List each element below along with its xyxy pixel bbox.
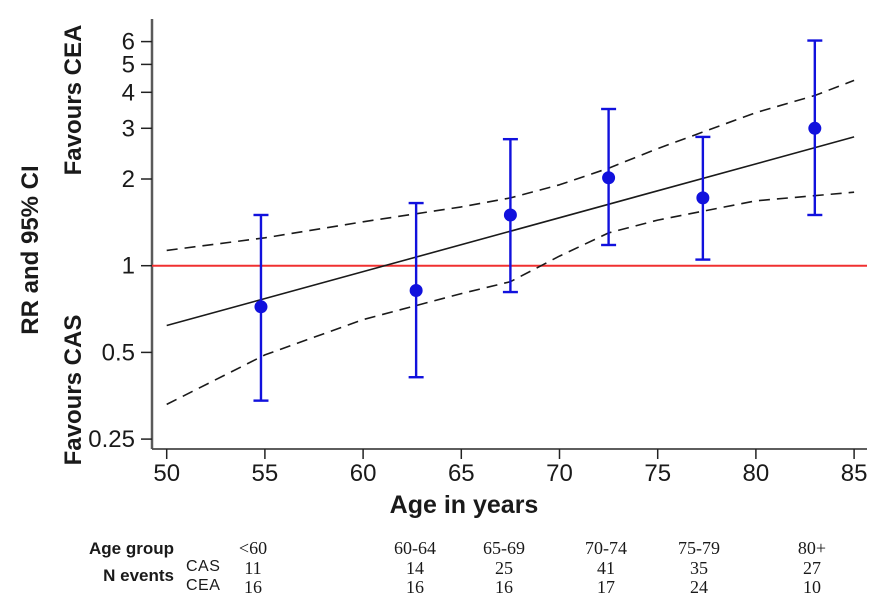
favours-cea-label: Favours CEA [60, 24, 87, 176]
data-point [409, 284, 423, 298]
age-group-cell: 65-69 [483, 538, 525, 558]
y-tick-label: 2 [122, 166, 135, 193]
cea-events-cell: 24 [690, 577, 708, 597]
cas-events-cell: 11 [244, 558, 262, 578]
age-group-cell: <60 [238, 538, 268, 558]
favours-cas-label: Favours CAS [60, 314, 87, 466]
cea-row-label: CEA [186, 577, 221, 594]
cas-events-cell: 41 [597, 558, 615, 578]
y-tick-label: 0.5 [102, 339, 135, 366]
x-tick-label: 60 [350, 460, 377, 487]
data-point [696, 191, 710, 205]
age-group-cell: 70-74 [585, 538, 627, 558]
x-tick-label: 50 [153, 460, 180, 487]
cea-events-cell: 17 [597, 577, 615, 597]
cea-events-cell: 16 [244, 577, 262, 597]
cea-events-cell: 16 [495, 577, 513, 597]
y-tick-label: 5 [122, 51, 135, 78]
data-point [254, 300, 268, 314]
cas-events-cell: 25 [495, 558, 513, 578]
data-point [602, 171, 616, 185]
x-tick-label: 85 [841, 460, 868, 487]
n-events-row-label: N events [103, 566, 174, 585]
age-group-cell: 80+ [797, 538, 827, 558]
age-group-cell: 75-79 [678, 538, 720, 558]
x-tick-label: 80 [743, 460, 770, 487]
ci-upper-dashed [166, 79, 855, 252]
x-tick-label: 65 [448, 460, 475, 487]
data-point [503, 208, 517, 222]
y-tick-label: 1 [122, 253, 135, 280]
data-point [808, 121, 822, 135]
x-axis-title: Age in years [389, 491, 539, 519]
age-group-row-label: Age group [89, 539, 174, 558]
cas-row-label: CAS [186, 558, 221, 575]
cas-events-cell: 14 [406, 558, 424, 578]
y-tick-label: 6 [122, 29, 135, 56]
y-tick-label: 3 [122, 115, 135, 142]
x-tick-label: 55 [252, 460, 279, 487]
cea-events-cell: 10 [803, 577, 821, 597]
ci-lower-dashed [166, 191, 855, 406]
y-tick-label: 0.25 [88, 426, 135, 453]
y-axis-title: RR and 95% CI [17, 165, 44, 335]
cas-events-cell: 27 [803, 558, 821, 578]
x-tick-label: 70 [546, 460, 573, 487]
age-group-cell: 60-64 [394, 538, 436, 558]
cea-events-cell: 16 [406, 577, 424, 597]
x-tick-label: 75 [644, 460, 671, 487]
y-tick-label: 4 [122, 79, 135, 106]
cas-events-cell: 35 [690, 558, 708, 578]
